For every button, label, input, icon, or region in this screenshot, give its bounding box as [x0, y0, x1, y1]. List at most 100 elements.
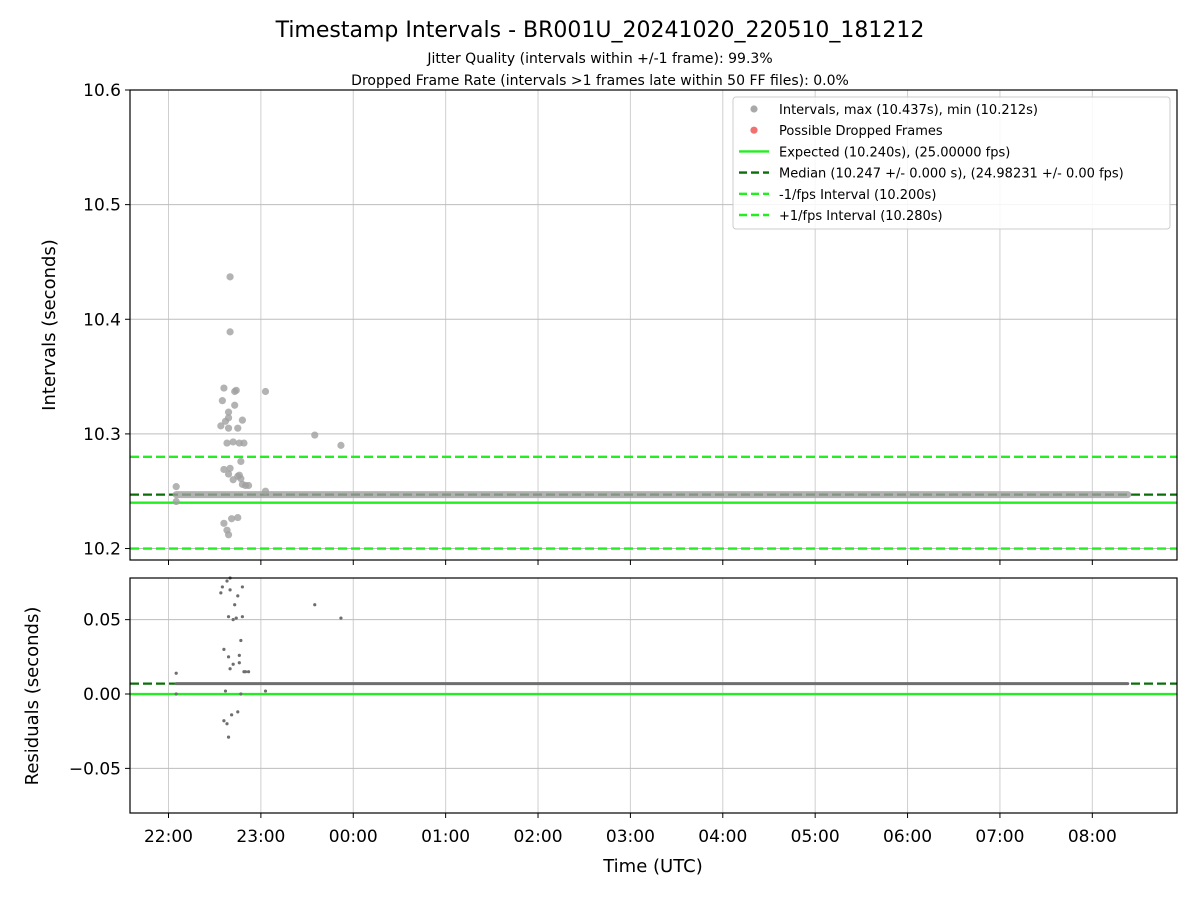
residuals-data-point: [174, 671, 178, 675]
legend-box: [732, 96, 1171, 230]
intervals-axes-frame: [129, 89, 1178, 561]
residuals-data-point: [237, 661, 241, 665]
x-tick-label: 01:00: [421, 827, 470, 847]
residuals-data-point: [239, 692, 243, 696]
legend-label: Expected (10.240s), (25.00000 fps): [779, 145, 1010, 160]
residuals-x-ticks: 22:00 23:00 00:00 01:00 02:00 03:00 04:00 05:00…: [144, 813, 1117, 847]
residuals-data-point: [230, 713, 234, 717]
intervals-data-point: [217, 422, 225, 430]
intervals-data-point: [172, 483, 180, 491]
residuals-axes-frame: [129, 577, 1178, 814]
intervals-data-point: [237, 457, 245, 466]
residuals-data-point: [228, 667, 232, 671]
intervals-data-point: [224, 424, 233, 432]
intervals-x-ticks: [167, 560, 1093, 565]
x-tick-label: 07:00: [975, 827, 1024, 847]
residuals-data-point: [240, 585, 244, 589]
chart-subtitle-dropped: Dropped Frame Rate (intervals >1 frames …: [351, 73, 849, 89]
residuals-y-axis-label: Residuals (seconds): [22, 607, 43, 786]
intervals-data-point: [224, 408, 233, 416]
intervals-data-point: [240, 439, 248, 447]
intervals-data-point: [218, 397, 226, 405]
residuals-y-tick-label: −0.05: [69, 759, 121, 779]
intervals-data-point: [231, 401, 239, 409]
intervals-y-tick-label: 10.4: [83, 310, 121, 330]
intervals-y-ticks: 10.2 10.3 10.4 10.5 10.6: [83, 81, 130, 560]
residuals-data-point: [243, 670, 248, 674]
intervals-data-point: [220, 384, 228, 392]
residuals-data-point: [236, 710, 240, 714]
legend-marker: [750, 126, 758, 134]
legend-label: Possible Dropped Frames: [779, 124, 943, 139]
intervals-data-point: [224, 531, 233, 539]
residuals-points: [174, 576, 1130, 739]
intervals-data-point: [244, 481, 253, 490]
residuals-data-point: [236, 594, 240, 598]
intervals-data-point: [234, 424, 242, 432]
intervals-y-tick-label: 10.6: [83, 81, 121, 101]
intervals-points: [172, 273, 1132, 539]
chart-title: Timestamp Intervals - BR001U_20241020_22…: [275, 18, 925, 43]
residuals-data-point: [225, 579, 229, 583]
residuals-data-point: [234, 616, 238, 620]
intervals-data-point: [223, 439, 231, 447]
intervals-data-point: [172, 497, 180, 506]
legend-label: Intervals, max (10.437s), min (10.212s): [779, 103, 1038, 118]
intervals-data-point: [228, 515, 236, 523]
x-axis-label: Time (UTC): [602, 856, 703, 877]
intervals-legend: Intervals, max (10.437s), min (10.212s) P…: [732, 96, 1171, 230]
residuals-data-point: [237, 653, 241, 657]
residuals-data-point: [223, 689, 228, 693]
residuals-data-point: [226, 615, 231, 619]
intervals-data-point: [261, 487, 270, 495]
legend-label: Median (10.247 +/- 0.000 s), (24.98231 +…: [779, 167, 1124, 182]
intervals-data-point: [232, 386, 240, 394]
intervals-data-point: [337, 441, 345, 449]
x-tick-label: 06:00: [883, 827, 932, 847]
intervals-data-point: [224, 470, 233, 478]
residuals-data-point: [219, 591, 223, 595]
residuals-data-point: [228, 588, 232, 592]
x-tick-label: 03:00: [606, 827, 655, 847]
intervals-data-point: [261, 387, 270, 396]
x-tick-label: 22:00: [144, 827, 193, 847]
residuals-y-tick-label: 0.00: [83, 685, 121, 705]
residuals-data-point: [263, 689, 268, 693]
intervals-data-point: [226, 328, 234, 336]
intervals-data-point: [229, 438, 237, 446]
residuals-y-tick-label: 0.05: [83, 611, 121, 631]
intervals-data-point: [237, 475, 245, 483]
residuals-data-point: [222, 719, 226, 723]
residuals-data-point: [231, 618, 235, 622]
x-tick-label: 02:00: [514, 827, 563, 847]
residuals-data-point: [222, 647, 226, 651]
residuals-data-point: [174, 692, 178, 696]
intervals-data-point: [226, 273, 234, 281]
intervals-data-point: [220, 465, 228, 474]
x-tick-label: 00:00: [329, 827, 378, 847]
intervals-y-tick-label: 10.5: [83, 196, 121, 216]
intervals-y-tick-label: 10.2: [83, 540, 121, 560]
intervals-data-point: [311, 431, 319, 439]
residuals-data-point: [226, 655, 231, 659]
intervals-data-point: [226, 464, 234, 472]
x-tick-label: 23:00: [236, 827, 285, 847]
residuals-data-point: [231, 662, 235, 666]
intervals-data-point: [238, 416, 246, 424]
residuals-data-point: [246, 670, 251, 674]
intervals-y-tick-label: 10.3: [83, 425, 121, 445]
residuals-data-point: [339, 616, 343, 620]
legend-label: -1/fps Interval (10.200s): [779, 188, 936, 203]
residuals-data-point: [226, 735, 231, 739]
legend-label: +1/fps Interval (10.280s): [779, 209, 943, 224]
residuals-data-point: [220, 585, 224, 589]
intervals-y-axis-label: Intervals (seconds): [39, 239, 60, 411]
legend-marker: [750, 105, 758, 113]
residuals-data-point: [239, 638, 243, 643]
intervals-data-point: [220, 519, 228, 527]
residuals-y-ticks: −0.05 0.00 0.05: [69, 611, 130, 779]
residuals-data-point: [233, 603, 237, 607]
residuals-panel: −0.05 0.00 0.05 22:00 23:00 00:00 01:00 02:00 0…: [22, 576, 1178, 847]
x-tick-label: 08:00: [1068, 827, 1117, 847]
